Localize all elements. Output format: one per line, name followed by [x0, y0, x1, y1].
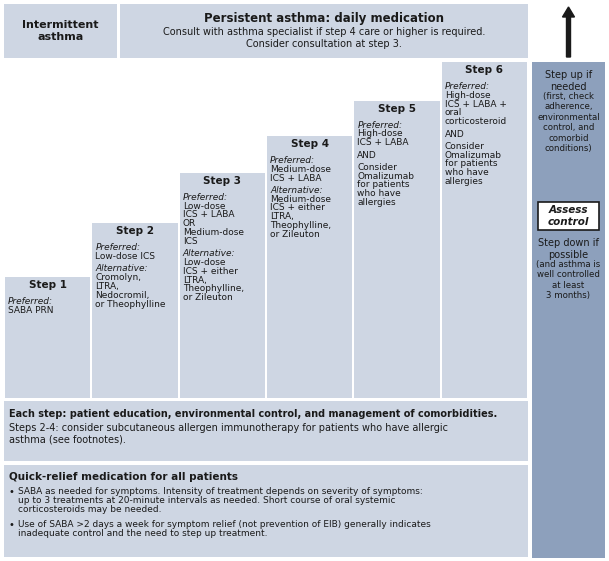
Text: Steps 2-4: consider subcutaneous allergen immunotherapy for patients who have al: Steps 2-4: consider subcutaneous allerge…	[9, 423, 448, 445]
Text: allergies: allergies	[357, 198, 396, 207]
Text: OR: OR	[183, 219, 196, 228]
Text: Each step: patient education, environmental control, and management of comorbidi: Each step: patient education, environmen…	[9, 409, 498, 419]
Text: LTRA,: LTRA,	[96, 282, 119, 291]
Text: Medium-dose: Medium-dose	[183, 228, 244, 237]
Text: Step 2: Step 2	[116, 226, 154, 236]
Text: allergies: allergies	[445, 177, 484, 186]
Text: Step 3: Step 3	[203, 176, 241, 186]
Text: who have: who have	[357, 189, 401, 198]
Text: Preferred:: Preferred:	[8, 297, 53, 306]
Bar	[4, 465, 528, 557]
Text: Step 5: Step 5	[378, 104, 416, 114]
Bar	[120, 4, 528, 58]
Text: •: •	[9, 520, 15, 530]
Text: High-dose: High-dose	[357, 130, 403, 139]
Bar	[354, 100, 440, 398]
Text: ICS + LABA: ICS + LABA	[270, 173, 322, 182]
Text: Alternative:: Alternative:	[96, 264, 148, 273]
Text: High-dose: High-dose	[445, 91, 490, 100]
Text: or Zileuton: or Zileuton	[270, 230, 320, 239]
Text: Omalizumab: Omalizumab	[357, 172, 414, 181]
Text: ICS + either: ICS + either	[270, 204, 325, 213]
Text: Use of SABA >2 days a week for symptom relief (not prevention of EIB) generally : Use of SABA >2 days a week for symptom r…	[18, 520, 431, 529]
Text: Theophylline,: Theophylline,	[183, 284, 244, 293]
Text: Persistent asthma: daily medication: Persistent asthma: daily medication	[204, 11, 444, 25]
Text: Alternative:: Alternative:	[270, 186, 323, 195]
Bar	[93, 223, 178, 398]
Text: oral: oral	[445, 108, 462, 117]
Text: Preferred:: Preferred:	[96, 243, 140, 252]
Text: Omalizumab: Omalizumab	[445, 151, 502, 160]
Text: Consider: Consider	[445, 142, 485, 151]
Text: Step 4: Step 4	[290, 139, 329, 149]
Text: Nedocromil,: Nedocromil,	[96, 291, 150, 300]
Text: Assess
control: Assess control	[548, 205, 589, 227]
Bar	[442, 62, 527, 398]
Bar	[5, 277, 90, 398]
Text: Preferred:: Preferred:	[357, 121, 403, 130]
Text: who have: who have	[445, 168, 488, 177]
Text: Theophylline,: Theophylline,	[270, 221, 331, 230]
Text: •: •	[9, 487, 15, 497]
Text: corticosteroid: corticosteroid	[445, 117, 507, 126]
Text: Consider: Consider	[357, 163, 397, 172]
Text: Step 6: Step 6	[465, 65, 503, 75]
Text: Step up if
needed: Step up if needed	[545, 70, 592, 91]
Text: ICS + LABA: ICS + LABA	[357, 138, 409, 147]
Text: ICS + either: ICS + either	[183, 267, 238, 276]
Text: for patients: for patients	[445, 159, 497, 168]
Text: Low-dose: Low-dose	[183, 202, 225, 211]
Text: Step down if
possible: Step down if possible	[538, 238, 599, 260]
Text: or Zileuton: or Zileuton	[183, 293, 233, 302]
Bar	[4, 401, 528, 461]
Text: (and asthma is
well controlled
at least
3 months): (and asthma is well controlled at least …	[537, 260, 600, 300]
Text: ICS + LABA +: ICS + LABA +	[445, 100, 507, 109]
Text: LTRA,: LTRA,	[270, 212, 294, 221]
Text: ICS: ICS	[183, 237, 197, 246]
Text: SABA PRN: SABA PRN	[8, 306, 54, 315]
Text: for patients: for patients	[357, 181, 410, 190]
Text: Medium-dose: Medium-dose	[270, 165, 331, 174]
Text: Consult with asthma specialist if step 4 care or higher is required.
Consider co: Consult with asthma specialist if step 4…	[163, 27, 485, 49]
Text: SABA as needed for symptoms. Intensity of treatment depends on severity of sympt: SABA as needed for symptoms. Intensity o…	[18, 487, 423, 496]
Text: (first, check
adherence,
environmental
control, and
comorbid
conditions): (first, check adherence, environmental c…	[537, 92, 600, 153]
Text: Low-dose: Low-dose	[183, 258, 225, 267]
Bar	[180, 173, 265, 398]
Text: Medium-dose: Medium-dose	[270, 195, 331, 204]
Text: Cromolyn,: Cromolyn,	[96, 273, 141, 282]
Text: or Theophylline: or Theophylline	[96, 300, 166, 309]
FancyArrow shape	[563, 7, 574, 57]
Text: AND: AND	[445, 130, 465, 139]
Text: AND: AND	[357, 150, 377, 159]
Text: Step 1: Step 1	[29, 280, 66, 290]
Text: LTRA,: LTRA,	[183, 275, 206, 284]
Text: Alternative:: Alternative:	[183, 249, 235, 258]
Text: Intermittent
asthma: Intermittent asthma	[23, 20, 99, 42]
Text: corticosteroids may be needed.: corticosteroids may be needed.	[18, 505, 161, 514]
Text: Preferred:: Preferred:	[445, 82, 490, 91]
Bar	[532, 62, 605, 558]
Text: up to 3 treatments at 20-minute intervals as needed. Short course of oral system: up to 3 treatments at 20-minute interval…	[18, 496, 395, 505]
Bar	[4, 4, 117, 58]
Text: Quick-relief medication for all patients: Quick-relief medication for all patients	[9, 472, 238, 482]
Text: Low-dose ICS: Low-dose ICS	[96, 252, 155, 261]
Text: ICS + LABA: ICS + LABA	[183, 210, 234, 219]
Bar	[267, 136, 353, 398]
Text: inadequate control and the need to step up treatment.: inadequate control and the need to step …	[18, 529, 267, 538]
Text: Preferred:: Preferred:	[270, 156, 315, 165]
Text: Preferred:: Preferred:	[183, 193, 228, 202]
Bar	[538, 202, 599, 230]
